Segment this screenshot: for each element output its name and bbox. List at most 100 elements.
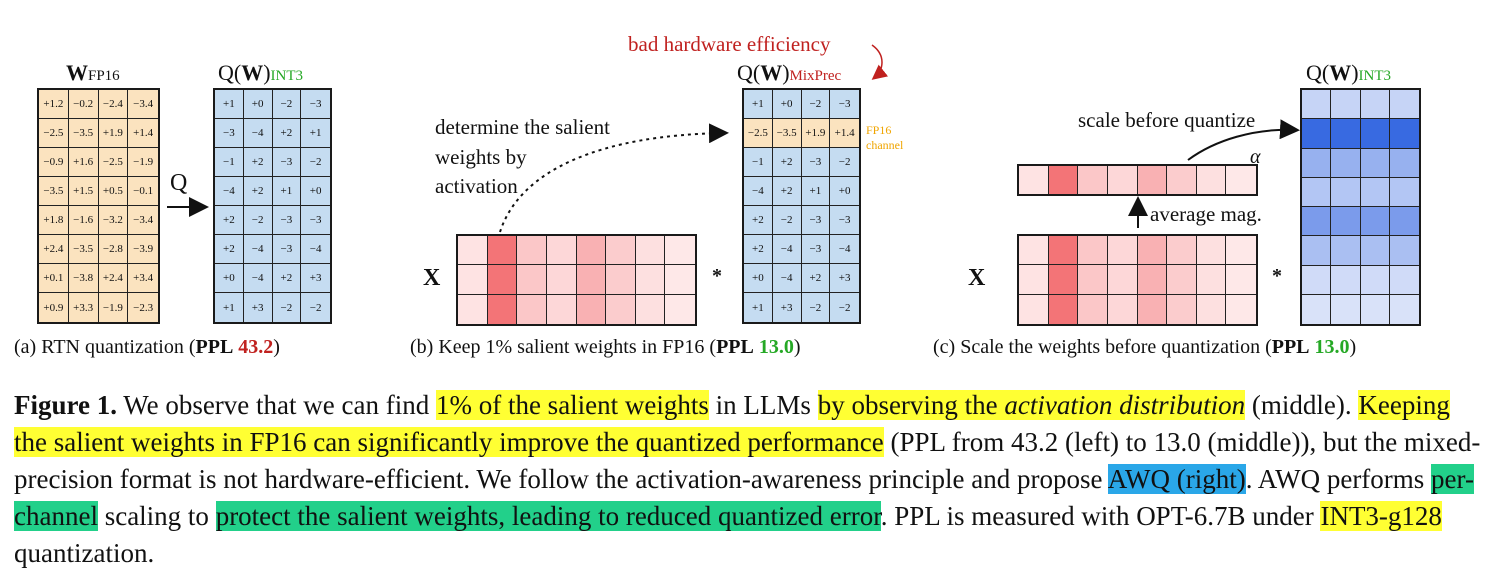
weight-cell: +2.4 — [98, 264, 129, 293]
quantized-cell: +2 — [272, 119, 302, 148]
weight-cell: −3.2 — [98, 206, 129, 235]
text-span: . PPL is measured with OPT-6.7B under — [880, 501, 1321, 531]
weight-grid-fp16: +1.2 −0.2 −2.4 −3.4 −2.5 −3.5 +1.9 +1.4 −0.9 +1.6… — [37, 88, 160, 324]
bad-hardware-annotation: bad hardware efficiency — [628, 32, 831, 56]
salient-annotation-line3: activation — [435, 174, 518, 198]
scaled-weight-cell — [1302, 177, 1332, 207]
quantized-cell: +2 — [215, 206, 244, 235]
weight-cell: +1.2 — [39, 90, 69, 119]
scaled-weight-cell — [1331, 177, 1361, 207]
activation-cell — [1226, 294, 1256, 324]
mixprec-cell: −1 — [744, 148, 773, 177]
mixprec-cell: −2 — [772, 206, 802, 235]
quantized-cell: +1 — [272, 177, 302, 206]
activation-cell — [1226, 236, 1256, 266]
quantized-cell: +2 — [243, 148, 273, 177]
weight-cell: +3.4 — [128, 264, 158, 293]
scaled-weight-cell — [1302, 265, 1332, 295]
scale-arrow — [1187, 119, 1300, 161]
quantized-cell: −4 — [215, 177, 244, 206]
quantized-cell: −2 — [301, 148, 330, 177]
mixprec-cell: +1.9 — [801, 119, 831, 148]
weight-cell: −3.5 — [39, 177, 69, 206]
mixprec-cell: −3 — [830, 90, 859, 119]
quantized-cell: +0 — [301, 177, 330, 206]
activation-cell — [1167, 294, 1197, 324]
scaled-weight-cell — [1360, 119, 1390, 149]
scaled-weight-cell — [1389, 90, 1419, 120]
mixprec-cell: −3 — [801, 235, 831, 264]
activation-cell — [487, 236, 518, 266]
activation-cell — [487, 294, 518, 324]
mixprec-cell: +0 — [744, 264, 773, 293]
scaled-weight-cell — [1302, 119, 1332, 149]
mixprec-cell: −4 — [772, 264, 802, 293]
salient-annotation-line2: weights by — [435, 145, 527, 169]
mixprec-cell: −4 — [744, 177, 773, 206]
average-mag-cell — [1048, 166, 1079, 194]
weight-cell: +0.9 — [39, 293, 69, 322]
mixprec-cell: −2.5 — [744, 119, 773, 148]
weight-cell: +1.4 — [128, 119, 158, 148]
activation-cell — [1078, 265, 1108, 295]
caption-b: (b) Keep 1% salient weights in FP16 (PPL… — [410, 336, 801, 358]
mixprec-cell: +1 — [801, 177, 831, 206]
average-mag-cell — [1019, 166, 1049, 194]
text-span: in LLMs — [708, 390, 818, 420]
quantized-cell: +0 — [243, 90, 273, 119]
activation-cell — [1048, 236, 1079, 266]
activation-cell — [1196, 236, 1227, 266]
activation-cell — [1107, 294, 1138, 324]
mixprec-cell: −2 — [801, 90, 831, 119]
scaled-weight-cell — [1360, 177, 1390, 207]
mixprec-cell: +3 — [773, 293, 802, 322]
quantized-cell: −1 — [215, 148, 244, 177]
title-qw-int3-c: Q(W)INT3 — [1306, 60, 1392, 85]
fp16-channel-label: FP16 channel — [866, 123, 904, 152]
mixprec-cell: +2 — [772, 177, 802, 206]
x-label-b: X — [423, 265, 441, 291]
activation-cell — [458, 265, 488, 295]
title-qw-mixprec: Q(W)MixPrec — [737, 60, 842, 85]
scaled-weight-cell — [1331, 90, 1361, 120]
weight-cell: −3.9 — [128, 235, 158, 264]
scaled-weight-cell — [1389, 177, 1419, 207]
scaled-weight-cell — [1331, 236, 1361, 266]
mixprec-cell: +2 — [744, 206, 773, 235]
activation-cell — [665, 294, 695, 324]
caption-a: (a) RTN quantization (PPL 43.2) — [14, 336, 280, 358]
weight-cell: +1.6 — [68, 148, 99, 177]
activation-cell — [606, 294, 636, 324]
activation-cell — [1226, 265, 1256, 295]
scale-before-quantize-label: scale before quantize — [1078, 108, 1256, 132]
activation-cell — [606, 236, 636, 266]
quantized-cell: −2 — [243, 206, 273, 235]
scaled-weight-grid-int3 — [1300, 88, 1421, 326]
weight-cell: +0.5 — [98, 177, 129, 206]
mixprec-cell: −3 — [801, 206, 831, 235]
quantized-cell: +2 — [272, 264, 302, 293]
quantized-cell: −2 — [273, 293, 302, 322]
weight-cell: −3.4 — [128, 206, 158, 235]
caption-c: (c) Scale the weights before quantizatio… — [933, 336, 1357, 358]
text-span: . AWQ performs — [1245, 464, 1432, 494]
weight-cell: +3.3 — [69, 293, 99, 322]
activation-cell — [576, 265, 607, 295]
average-mag-cell — [1196, 166, 1227, 194]
text-span: (middle). — [1245, 390, 1359, 420]
quantized-cell: −3 — [272, 235, 302, 264]
scaled-weight-cell — [1389, 265, 1419, 295]
weight-cell: −3.5 — [68, 119, 99, 148]
salient-annotation-line1: determine the salient — [435, 115, 610, 139]
quantized-cell: −3 — [215, 119, 244, 148]
scaled-weight-cell — [1331, 207, 1361, 237]
activation-cell — [517, 236, 547, 266]
activation-cell — [1078, 294, 1108, 324]
multiply-sign-c: * — [1272, 265, 1282, 287]
bad-efficiency-arrow — [871, 44, 889, 80]
q-operator-label: Q — [170, 170, 188, 196]
title-w-fp16: WFP16 — [66, 60, 120, 85]
activation-cell — [665, 265, 695, 295]
scaled-weight-cell — [1331, 294, 1361, 324]
weight-cell: −0.9 — [39, 148, 69, 177]
